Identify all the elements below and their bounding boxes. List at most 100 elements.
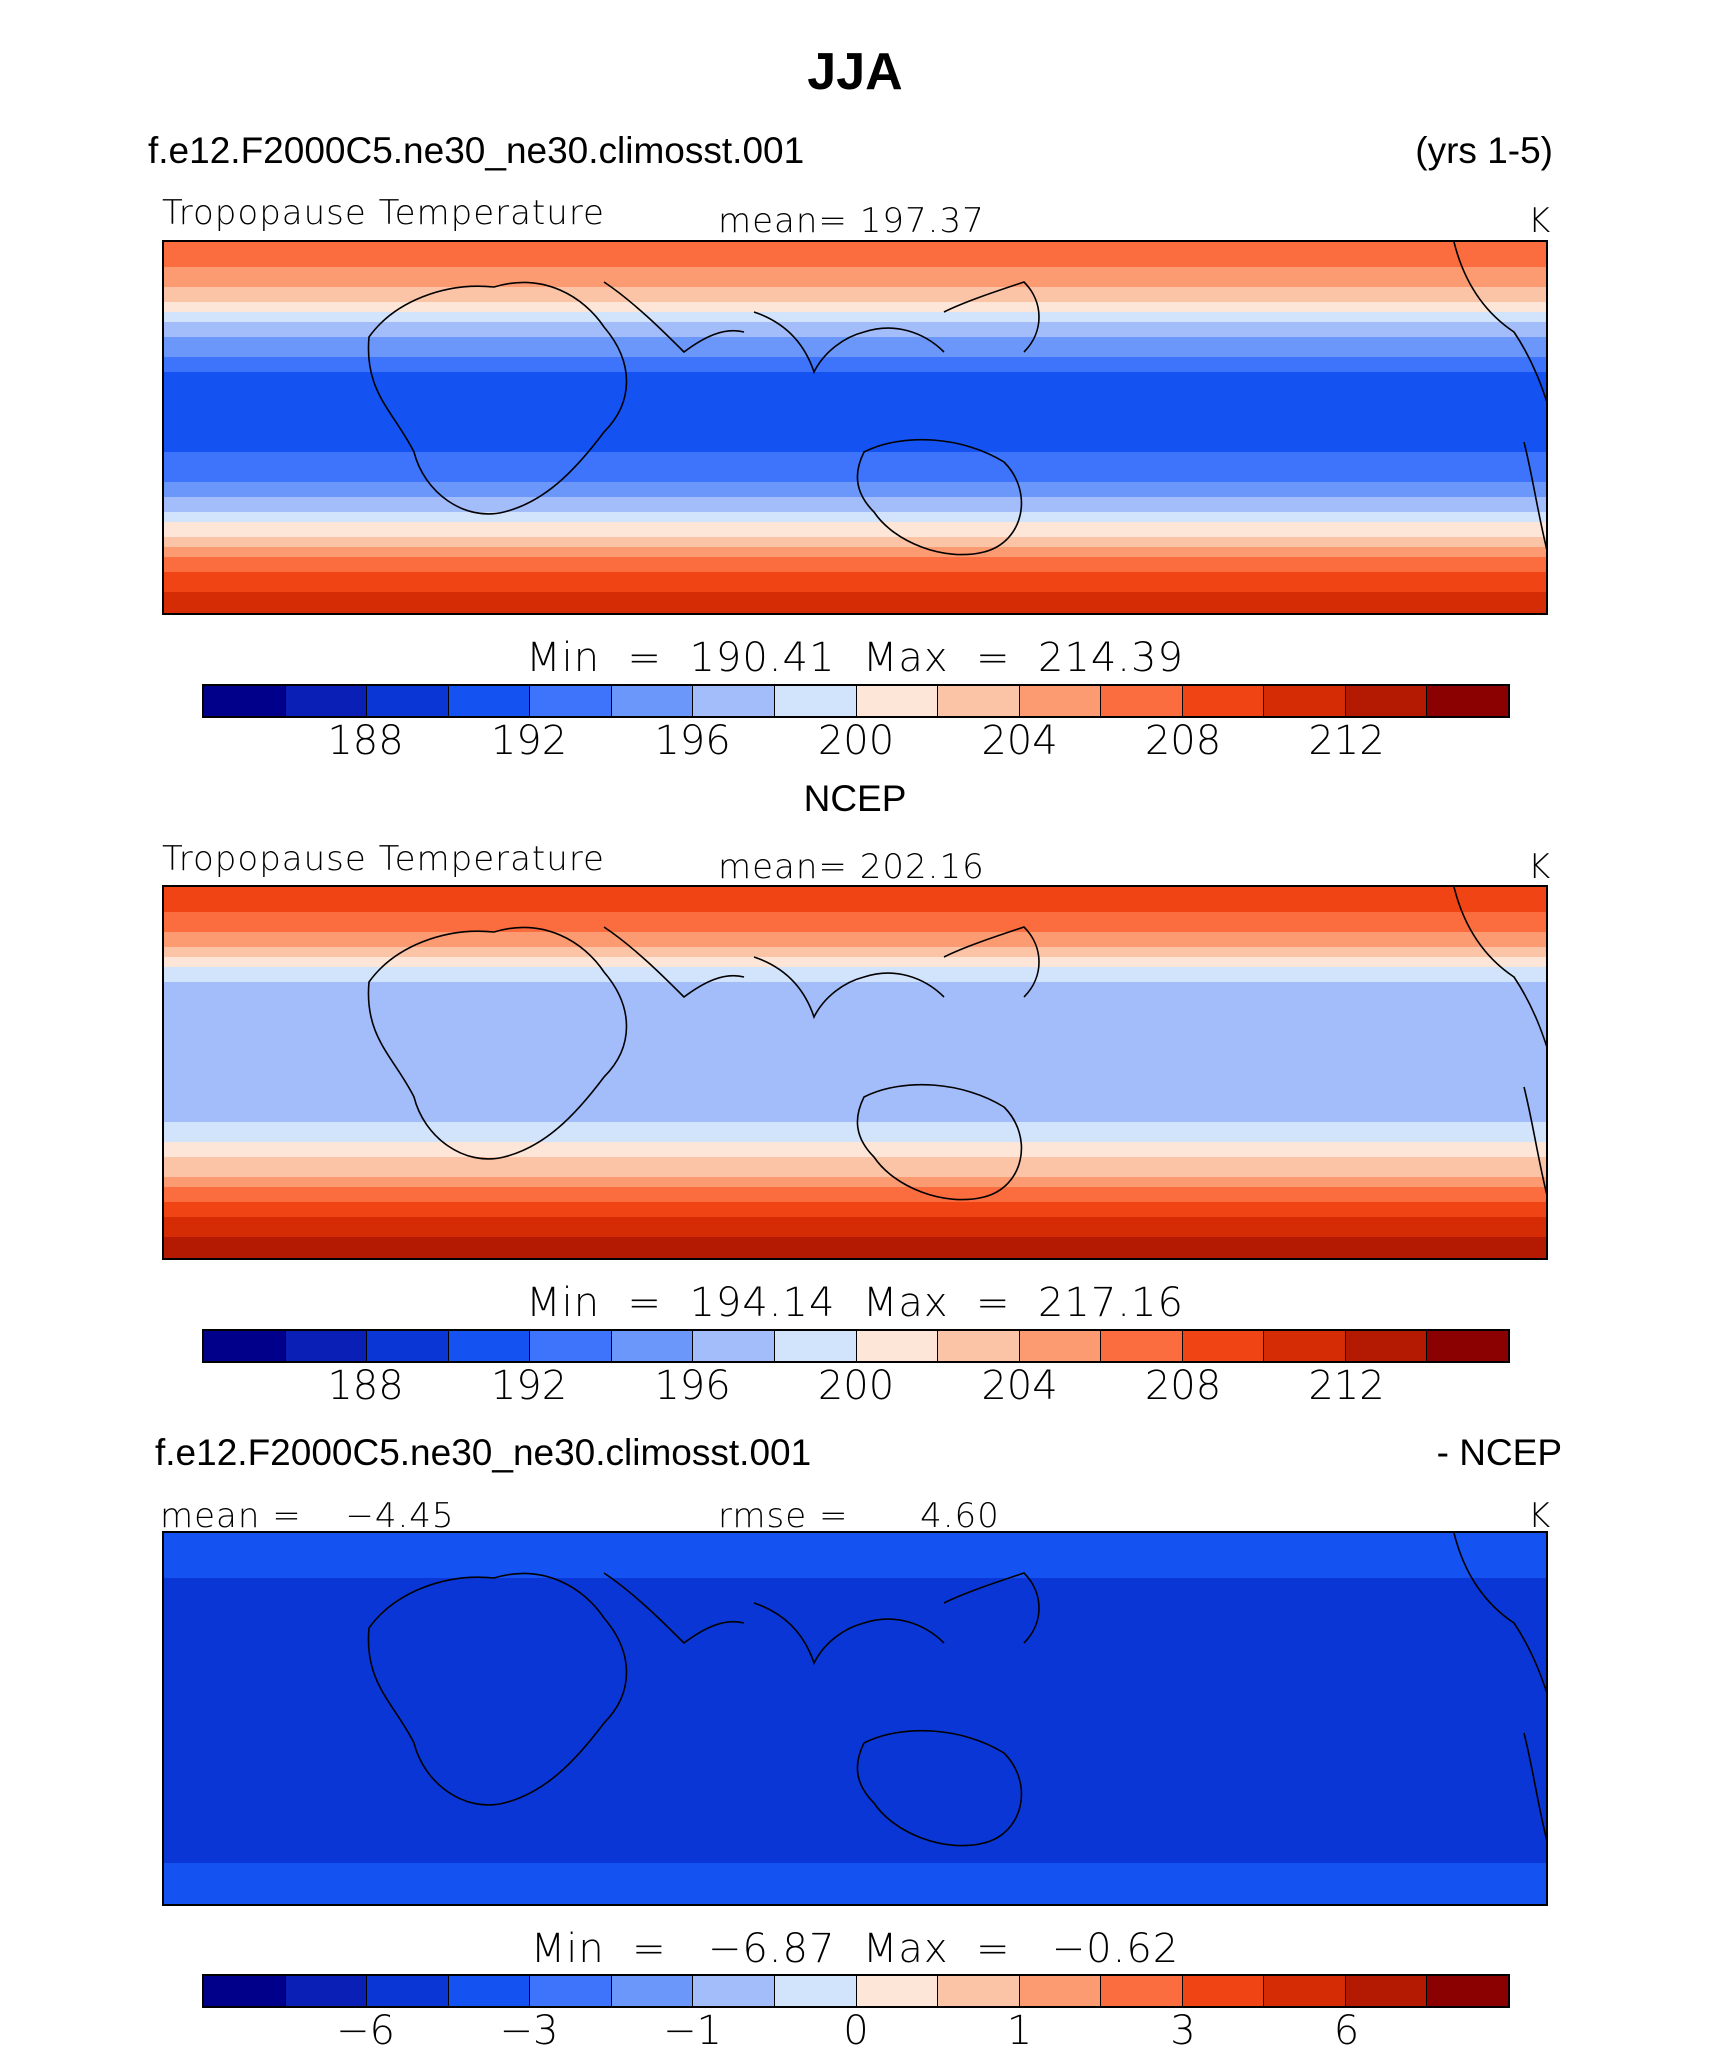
field-band bbox=[164, 447, 1546, 453]
field-band bbox=[164, 1843, 1546, 1849]
colorbar-swatch bbox=[611, 1976, 694, 2006]
field-band bbox=[164, 422, 1546, 428]
field-band bbox=[164, 972, 1546, 978]
field-band bbox=[164, 507, 1546, 513]
field-band bbox=[164, 1598, 1546, 1604]
field-band bbox=[164, 1858, 1546, 1864]
field-band bbox=[164, 1778, 1546, 1784]
field-band bbox=[164, 407, 1546, 413]
colorbar-swatch bbox=[938, 686, 1020, 716]
field-band bbox=[164, 1738, 1546, 1744]
field-band bbox=[164, 317, 1546, 323]
field-band bbox=[164, 267, 1546, 273]
field-band bbox=[164, 1603, 1546, 1609]
colorbar-tick-label: 212 bbox=[1308, 718, 1385, 764]
obs-map bbox=[162, 885, 1548, 1260]
field-band bbox=[164, 892, 1546, 898]
field-band bbox=[164, 1823, 1546, 1829]
field-band bbox=[164, 1127, 1546, 1133]
field-band bbox=[164, 1678, 1546, 1684]
field-band bbox=[164, 987, 1546, 993]
years-label: (yrs 1-5) bbox=[1415, 130, 1553, 171]
field-band bbox=[164, 1808, 1546, 1814]
field-band bbox=[164, 602, 1546, 608]
field-band bbox=[164, 1818, 1546, 1824]
rmse-value: 4.60 bbox=[920, 1496, 1000, 1536]
field-band bbox=[164, 927, 1546, 933]
colorbar-swatch bbox=[1182, 686, 1265, 716]
field-band bbox=[164, 1688, 1546, 1694]
max-label: Max bbox=[862, 1926, 949, 1972]
field-band bbox=[164, 1548, 1546, 1554]
field-band bbox=[164, 1638, 1546, 1644]
colorbar-tick-label: 6 bbox=[1333, 2008, 1360, 2054]
min-value: −6.87 bbox=[707, 1926, 836, 1972]
colorbar-swatch bbox=[1182, 1976, 1265, 2006]
colorbar-swatch bbox=[693, 1976, 775, 2006]
field-band bbox=[164, 1162, 1546, 1168]
field-band bbox=[164, 337, 1546, 343]
obs-field bbox=[164, 887, 1546, 1258]
coastline bbox=[367, 281, 628, 515]
field-band bbox=[164, 1838, 1546, 1844]
colorbar-swatch bbox=[611, 686, 694, 716]
colorbar-swatch bbox=[774, 1331, 857, 1361]
field-band bbox=[164, 1082, 1546, 1088]
field-band bbox=[164, 1863, 1546, 1869]
field-band bbox=[164, 1167, 1546, 1173]
field-band bbox=[164, 1853, 1546, 1859]
field-band bbox=[164, 327, 1546, 333]
page-title: JJA bbox=[807, 43, 903, 101]
colorbar-tick-label: 3 bbox=[1170, 2008, 1196, 2054]
field-band bbox=[164, 307, 1546, 313]
field-band bbox=[164, 1563, 1546, 1569]
min-max-label: Min = 190.41 Max = 214.39 bbox=[526, 635, 1184, 681]
field-band bbox=[164, 1247, 1546, 1253]
colorbar-tick-label: 188 bbox=[327, 718, 404, 764]
colorbar-swatch bbox=[693, 1331, 775, 1361]
field-band bbox=[164, 1102, 1546, 1108]
field-band bbox=[164, 1147, 1546, 1153]
field-band bbox=[164, 1087, 1546, 1093]
colorbar-tick-label: 204 bbox=[981, 1363, 1058, 1409]
field-band bbox=[164, 952, 1546, 958]
colorbar-swatch bbox=[204, 1331, 286, 1361]
field-band bbox=[164, 937, 1546, 943]
colorbar-swatch bbox=[856, 1331, 939, 1361]
field-band bbox=[164, 1803, 1546, 1809]
field-band bbox=[164, 432, 1546, 438]
field-band bbox=[164, 597, 1546, 603]
coastline bbox=[367, 1572, 628, 1806]
field-band bbox=[164, 347, 1546, 353]
field-band bbox=[164, 527, 1546, 533]
field-band bbox=[164, 1753, 1546, 1759]
field-band bbox=[164, 982, 1546, 988]
coastline bbox=[1523, 1732, 1546, 1841]
colorbar-swatch bbox=[856, 686, 939, 716]
colorbar-tick-label: 196 bbox=[654, 1363, 731, 1409]
field-band bbox=[164, 512, 1546, 518]
field-band bbox=[164, 492, 1546, 498]
field-band bbox=[164, 997, 1546, 1003]
field-band bbox=[164, 482, 1546, 488]
field-band bbox=[164, 282, 1546, 288]
field-band bbox=[164, 567, 1546, 573]
field-band bbox=[164, 352, 1546, 358]
diff-case-name: f.e12.F2000C5.ne30_ne30.climosst.001 bbox=[155, 1432, 812, 1473]
colorbar-tick-label: 212 bbox=[1308, 1363, 1385, 1409]
field-band bbox=[164, 1583, 1546, 1589]
field-band bbox=[164, 472, 1546, 478]
units-label: K bbox=[1528, 1496, 1552, 1536]
field-band bbox=[164, 962, 1546, 968]
field-band bbox=[164, 1888, 1546, 1894]
colorbar-swatch bbox=[1264, 686, 1346, 716]
field-band bbox=[164, 1152, 1546, 1158]
colorbar-swatch bbox=[774, 1976, 857, 2006]
field-band bbox=[164, 1052, 1546, 1058]
field-band bbox=[164, 377, 1546, 383]
colorbar-swatch bbox=[856, 1976, 939, 2006]
field-band bbox=[164, 1252, 1546, 1258]
field-band bbox=[164, 1192, 1546, 1198]
field-band bbox=[164, 1132, 1546, 1138]
field-band bbox=[164, 242, 1546, 248]
